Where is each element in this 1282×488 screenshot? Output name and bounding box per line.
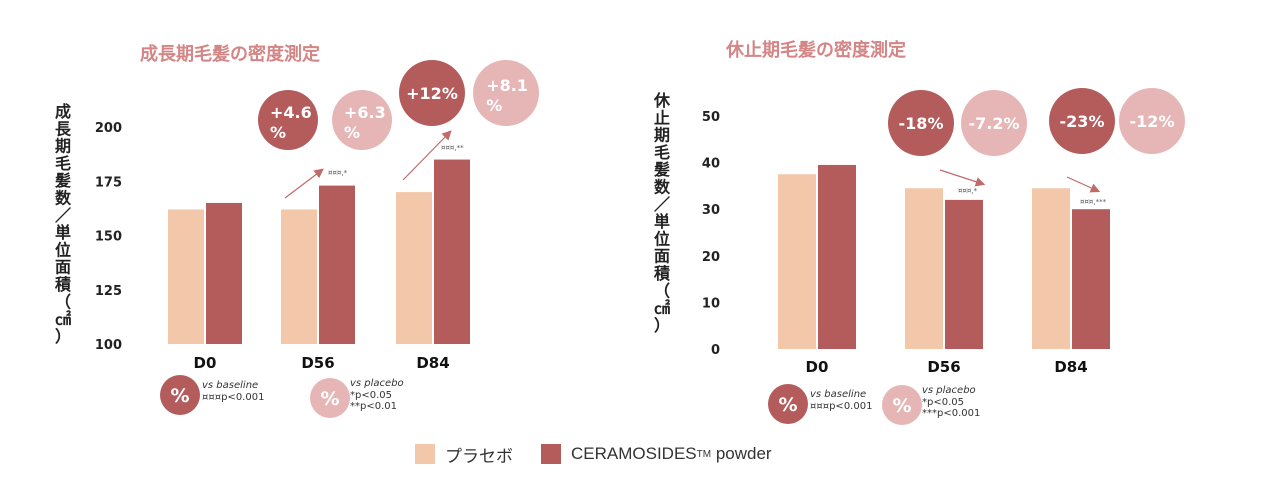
chart1-badge-baseline-d56 bbox=[258, 90, 318, 150]
chart1-title: 成長期毛髪の密度測定 bbox=[140, 43, 320, 65]
chart2-trend-arrow-d56 bbox=[939, 169, 986, 187]
chart2-note-placebo-symbol: % bbox=[892, 395, 911, 417]
chart1-trend-arrow-d84 bbox=[402, 130, 452, 181]
chart2-ylabel: 休止期毛髪数／単位面積（㎠） bbox=[653, 91, 671, 335]
chart1-significance-d84: ¤¤¤,** bbox=[441, 144, 464, 152]
chart1-ytick-100: 100 bbox=[95, 338, 122, 353]
chart1-note-baseline-line-0: ¤¤¤p<0.001 bbox=[202, 392, 264, 403]
chart1-trend-arrow-d56 bbox=[284, 168, 324, 199]
chart1-ylabel: 成長期毛髪数／単位面積（㎠） bbox=[54, 102, 72, 346]
chart1-badge-placebo-d84-unit: % bbox=[486, 96, 502, 115]
chart2-xtick-d0: D0 bbox=[806, 358, 829, 376]
chart2-bar-d84-ceramosides bbox=[1072, 209, 1110, 349]
chart2-bar-d0-placebo bbox=[778, 174, 816, 349]
chart2-badge-placebo-d84-value: -12% bbox=[1130, 112, 1175, 131]
legend-item-placebo: プラセボ bbox=[415, 442, 513, 467]
chart1-bar-d0-ceramosides bbox=[206, 202, 242, 344]
chart1-bar-d84-placebo bbox=[396, 192, 432, 344]
chart2-ytick-10: 10 bbox=[702, 296, 720, 311]
chart2-badge-baseline-d84-value: -23% bbox=[1060, 112, 1105, 131]
chart1-bar-d84-ceramosides bbox=[434, 159, 470, 344]
chart2-badge-placebo-d56 bbox=[961, 90, 1027, 156]
chart2-bar-d84-placebo bbox=[1032, 188, 1070, 349]
chart2-badge-baseline-d84 bbox=[1049, 88, 1115, 154]
legend-label-placebo: プラセボ bbox=[445, 446, 513, 466]
chart2-significance-d84: ¤¤¤,*** bbox=[1080, 198, 1107, 206]
chart1-badge-placebo-d56 bbox=[332, 90, 392, 150]
chart1-ytick-150: 150 bbox=[95, 230, 122, 245]
chart1-badge-placebo-d84-value: +8.1 bbox=[486, 76, 528, 95]
chart1-xtick-d84: D84 bbox=[416, 354, 449, 372]
chart2-note-placebo-title: vs placebo bbox=[922, 385, 976, 396]
chart1-note-baseline-symbol: % bbox=[170, 385, 189, 407]
chart1-badge-baseline-d56-unit: % bbox=[270, 123, 286, 142]
chart2-badge-baseline-d56-value: -18% bbox=[899, 114, 944, 133]
chart2-note-placebo-line-1: ***p<0.001 bbox=[922, 408, 980, 419]
chart1-bar-d56-placebo bbox=[281, 209, 317, 344]
chart2-note-baseline-line-0: ¤¤¤p<0.001 bbox=[810, 401, 872, 412]
chart1-badge-baseline-d56-value: +4.6 bbox=[270, 103, 312, 122]
legend-label-ceramosides-suffix: powder bbox=[711, 444, 772, 463]
chart1-note-baseline-badge bbox=[160, 375, 200, 415]
chart1-badge-placebo-d56-unit: % bbox=[344, 123, 360, 142]
chart2-bar-d56-placebo bbox=[905, 188, 943, 349]
chart2-note-baseline-badge bbox=[768, 384, 808, 424]
chart2-xtick-d56: D56 bbox=[927, 358, 960, 376]
legend-label-ceramosides: CERAMOSIDES bbox=[571, 444, 697, 463]
chart2-badge-baseline-d56 bbox=[888, 90, 954, 156]
chart2-note-baseline-title: vs baseline bbox=[810, 389, 866, 400]
legend-swatch-placebo bbox=[415, 444, 435, 464]
chart2-ytick-0: 0 bbox=[711, 343, 720, 358]
chart2-note-baseline-symbol: % bbox=[778, 394, 797, 416]
chart2-title: 休止期毛髪の密度測定 bbox=[725, 39, 906, 61]
legend: プラセボ CERAMOSIDES TM powder bbox=[415, 441, 800, 467]
chart2-badge-placebo-d84 bbox=[1119, 88, 1185, 154]
chart1-badge-baseline-d84-value: +12% bbox=[406, 84, 458, 103]
chart1-xtick-d0: D0 bbox=[194, 354, 217, 372]
chart1-bar-d56-ceramosides bbox=[319, 185, 355, 344]
chart2-ytick-50: 50 bbox=[702, 110, 720, 125]
chart1-note-placebo-title: vs placebo bbox=[350, 378, 404, 389]
chart1-xtick-d56: D56 bbox=[301, 354, 334, 372]
chart1-note-placebo-line-1: **p<0.01 bbox=[350, 401, 397, 412]
chart2-bar-d56-ceramosides bbox=[945, 199, 983, 349]
chart1-significance-d56: ¤¤¤,* bbox=[328, 169, 348, 177]
chart2-ytick-20: 20 bbox=[702, 250, 720, 265]
chart2-xtick-d84: D84 bbox=[1054, 358, 1087, 376]
chart1-note-placebo-badge bbox=[310, 378, 350, 418]
chart1-badge-placebo-d84 bbox=[473, 60, 539, 126]
chart1-ytick-200: 200 bbox=[95, 121, 122, 136]
chart1-badge-placebo-d56-value: +6.3 bbox=[344, 103, 386, 122]
legend-swatch-ceramosides bbox=[541, 444, 561, 464]
legend-item-ceramosides: CERAMOSIDES TM powder bbox=[541, 444, 772, 464]
chart1-bar-d0-placebo bbox=[168, 209, 204, 344]
chart2-note-placebo-line-0: *p<0.05 bbox=[922, 397, 964, 408]
chart1-note-baseline-title: vs baseline bbox=[202, 380, 258, 391]
chart2-note-placebo-badge bbox=[882, 385, 922, 425]
chart1-note-placebo-symbol: % bbox=[320, 388, 339, 410]
chart1-ytick-125: 125 bbox=[95, 284, 122, 299]
chart1-note-placebo-line-0: *p<0.05 bbox=[350, 390, 392, 401]
chart2-trend-arrow-d84 bbox=[1066, 176, 1101, 193]
chart1-badge-baseline-d84 bbox=[399, 60, 465, 126]
chart1-ytick-175: 175 bbox=[95, 175, 122, 190]
chart2-ytick-40: 40 bbox=[702, 157, 720, 172]
chart2-bar-d0-ceramosides bbox=[818, 164, 856, 349]
chart2-significance-d56: ¤¤¤,* bbox=[958, 187, 978, 195]
chart2-ytick-30: 30 bbox=[702, 203, 720, 218]
chart2-badge-placebo-d56-value: -7.2% bbox=[968, 114, 1019, 133]
legend-tm-mark: TM bbox=[696, 448, 712, 460]
